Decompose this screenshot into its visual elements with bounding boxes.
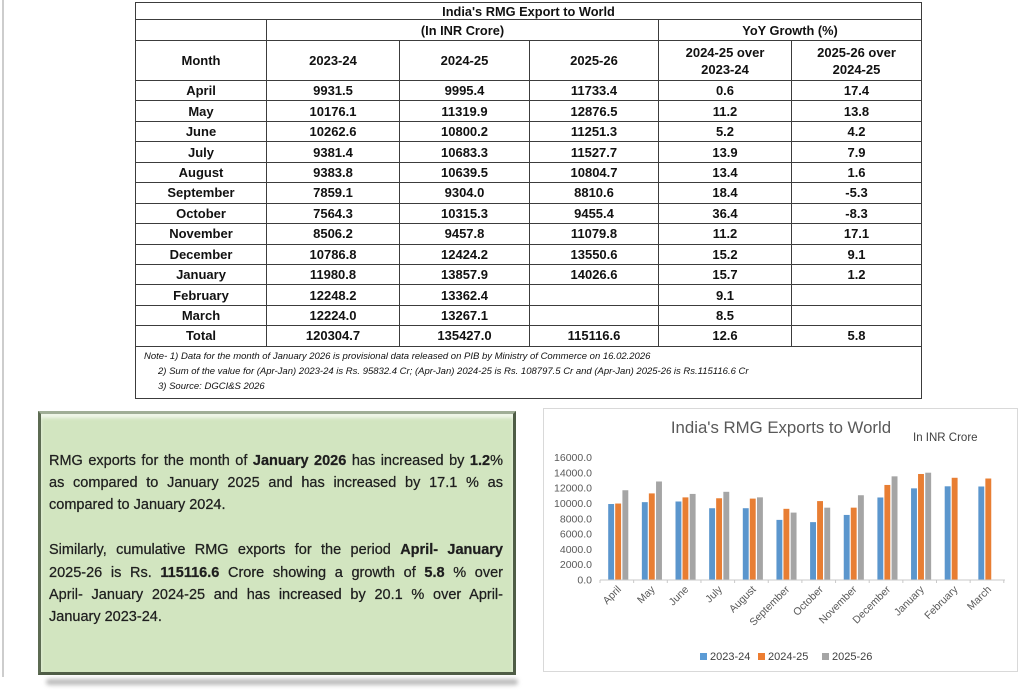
svg-text:2025-26: 2025-26	[832, 651, 872, 663]
svg-text:India's RMG Exports to World: India's RMG Exports to World	[671, 418, 891, 437]
svg-text:10000.0: 10000.0	[554, 498, 592, 510]
svg-text:2000.0: 2000.0	[560, 559, 592, 571]
svg-text:2024-25: 2024-25	[768, 651, 808, 663]
svg-text:14000.0: 14000.0	[554, 467, 592, 479]
svg-text:16000.0: 16000.0	[554, 452, 592, 464]
svg-text:0.0: 0.0	[577, 575, 592, 587]
svg-text:6000.0: 6000.0	[560, 529, 592, 541]
svg-text:8000.0: 8000.0	[560, 513, 592, 525]
svg-text:12000.0: 12000.0	[554, 483, 592, 495]
svg-text:2023-24: 2023-24	[710, 651, 750, 663]
svg-text:4000.0: 4000.0	[560, 544, 592, 556]
svg-text:In INR Crore: In INR Crore	[913, 432, 978, 444]
